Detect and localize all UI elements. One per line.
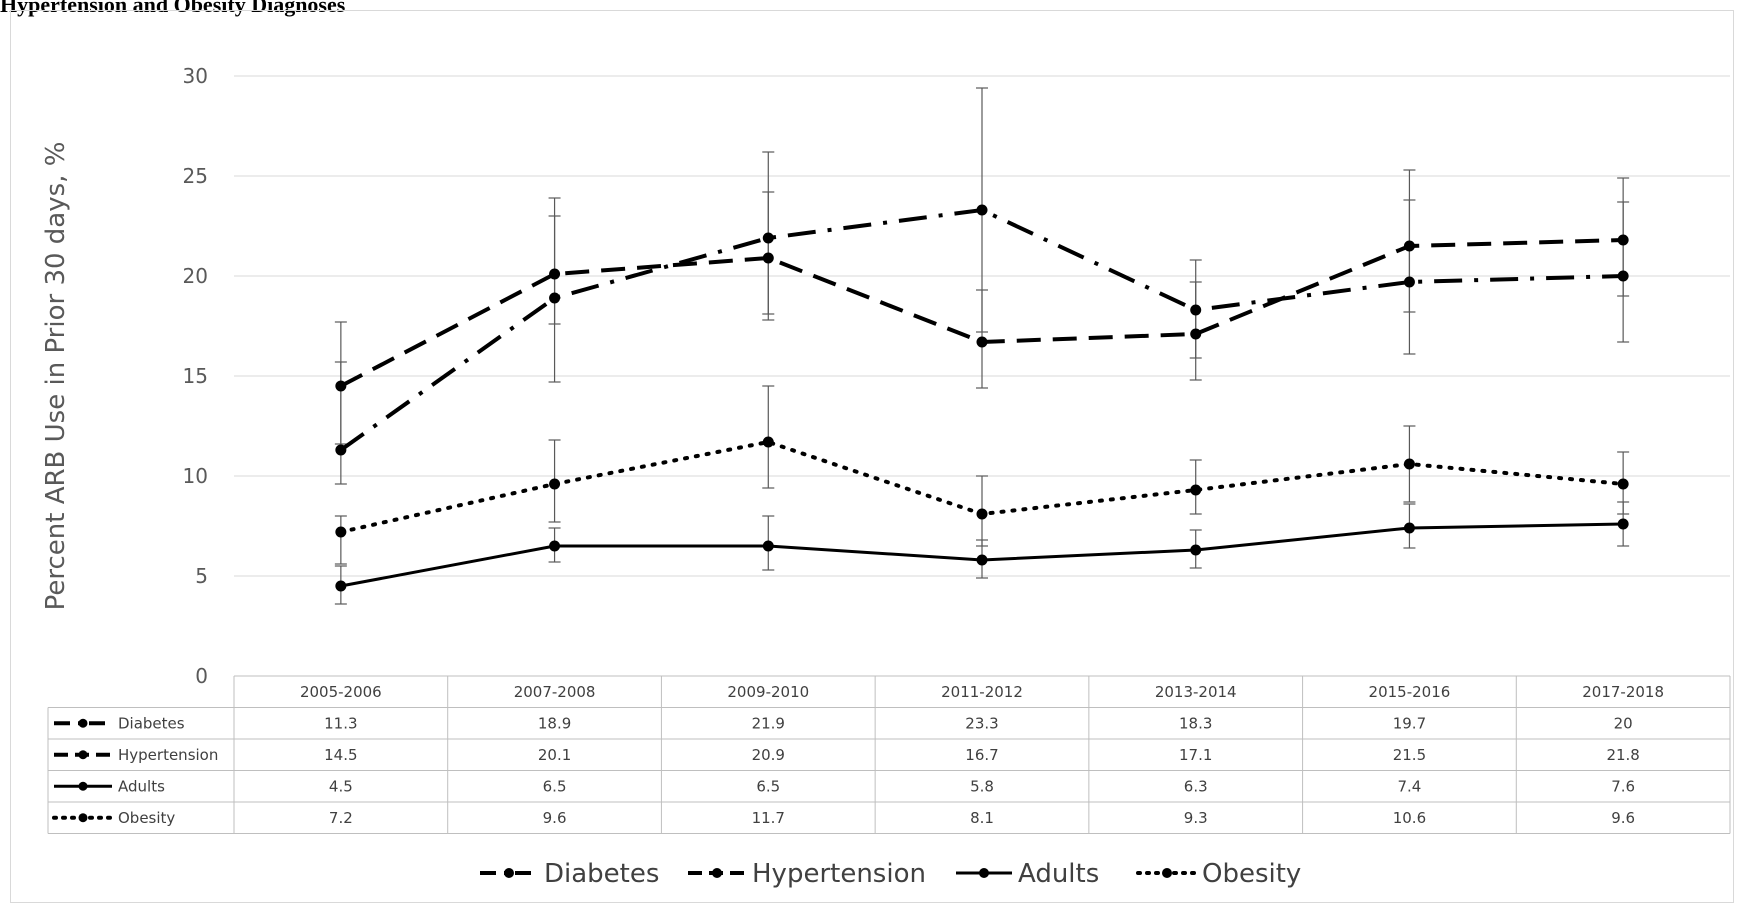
table-cell-value: 10.6 xyxy=(1393,809,1426,827)
y-tick-label: 25 xyxy=(183,164,208,188)
x-tick-label: 2017-2018 xyxy=(1582,683,1664,701)
y-tick-label: 30 xyxy=(183,64,208,88)
y-tick-label: 15 xyxy=(183,364,208,388)
y-axis-label: Percent ARB Use in Prior 30 days, % xyxy=(41,142,71,611)
page-title: Hypertension and Obesity Diagnoses xyxy=(0,0,346,17)
table-cell-value: 18.9 xyxy=(538,714,571,732)
table-cell-value: 7.4 xyxy=(1397,777,1421,795)
point-obesity xyxy=(976,508,988,520)
table-cell-value: 23.3 xyxy=(965,714,998,732)
table-legend-marker xyxy=(78,718,88,728)
point-adults xyxy=(1403,522,1415,534)
legend-marker xyxy=(712,868,722,878)
table-row-label: Obesity xyxy=(118,809,175,827)
x-tick-label: 2015-2016 xyxy=(1369,683,1451,701)
table-row-label: Diabetes xyxy=(118,714,185,732)
table-cell-value: 18.3 xyxy=(1179,714,1212,732)
table-cell-value: 16.7 xyxy=(965,746,998,764)
point-hypertension xyxy=(1190,328,1202,340)
point-hypertension xyxy=(976,336,988,348)
legend-marker xyxy=(1162,868,1172,878)
legend-label: Adults xyxy=(1018,859,1099,889)
point-hypertension xyxy=(1403,240,1415,252)
x-tick-label: 2013-2014 xyxy=(1155,683,1237,701)
point-adults xyxy=(762,540,774,552)
table-legend-marker xyxy=(78,813,88,823)
point-diabetes xyxy=(976,204,988,216)
point-adults xyxy=(335,580,347,592)
point-adults xyxy=(549,540,561,552)
point-hypertension xyxy=(549,268,561,280)
x-tick-label: 2007-2008 xyxy=(514,683,596,701)
table-cell-value: 11.3 xyxy=(324,714,357,732)
point-adults xyxy=(1190,544,1202,556)
table-cell-value: 6.5 xyxy=(756,777,780,795)
table-cell-value: 8.1 xyxy=(970,809,994,827)
y-tick-label: 10 xyxy=(183,464,208,488)
table-cell-value: 14.5 xyxy=(324,746,357,764)
table-cell-value: 9.6 xyxy=(543,809,567,827)
point-diabetes xyxy=(1190,304,1202,316)
table-cell-value: 9.6 xyxy=(1611,809,1635,827)
table-cell-value: 9.3 xyxy=(1184,809,1208,827)
point-obesity xyxy=(1403,458,1415,470)
table-cell-value: 21.5 xyxy=(1393,746,1426,764)
point-hypertension xyxy=(762,252,774,264)
point-adults xyxy=(976,554,988,566)
point-adults xyxy=(1617,518,1629,530)
point-hypertension xyxy=(335,380,347,392)
table-cell-value: 21.9 xyxy=(752,714,785,732)
legend-label: Obesity xyxy=(1202,859,1301,889)
table-legend-marker xyxy=(78,750,88,760)
legend-marker xyxy=(504,868,514,878)
table-cell-value: 6.3 xyxy=(1184,777,1208,795)
table-cell-value: 7.6 xyxy=(1611,777,1635,795)
table-cell-value: 4.5 xyxy=(329,777,353,795)
chart-frame xyxy=(10,10,1734,903)
point-obesity xyxy=(335,526,347,538)
x-tick-label: 2005-2006 xyxy=(300,683,382,701)
table-row-label: Hypertension xyxy=(118,746,218,764)
point-obesity xyxy=(1190,484,1202,496)
point-diabetes xyxy=(1617,270,1629,282)
table-cell-value: 20.9 xyxy=(752,746,785,764)
point-obesity xyxy=(549,478,561,490)
y-tick-label: 20 xyxy=(183,264,208,288)
table-row-label: Adults xyxy=(118,777,165,795)
point-obesity xyxy=(762,436,774,448)
table-cell-value: 20 xyxy=(1614,714,1633,732)
table-cell-value: 17.1 xyxy=(1179,746,1212,764)
y-tick-label: 0 xyxy=(195,664,208,688)
point-diabetes xyxy=(762,232,774,244)
table-cell-value: 11.7 xyxy=(752,809,785,827)
x-tick-label: 2009-2010 xyxy=(727,683,809,701)
table-cell-value: 20.1 xyxy=(538,746,571,764)
x-tick-label: 2011-2012 xyxy=(941,683,1023,701)
point-obesity xyxy=(1617,478,1629,490)
table-cell-value: 19.7 xyxy=(1393,714,1426,732)
legend-label: Diabetes xyxy=(544,859,659,889)
table-cell-value: 6.5 xyxy=(543,777,567,795)
point-diabetes xyxy=(335,444,347,456)
point-diabetes xyxy=(549,292,561,304)
y-tick-label: 5 xyxy=(195,564,208,588)
table-cell-value: 7.2 xyxy=(329,809,353,827)
legend-marker xyxy=(979,868,989,878)
table-cell-value: 5.8 xyxy=(970,777,994,795)
table-legend-marker xyxy=(78,781,88,791)
legend-label: Hypertension xyxy=(752,859,926,889)
point-diabetes xyxy=(1403,276,1415,288)
table-cell-value: 21.8 xyxy=(1606,746,1639,764)
point-hypertension xyxy=(1617,234,1629,246)
